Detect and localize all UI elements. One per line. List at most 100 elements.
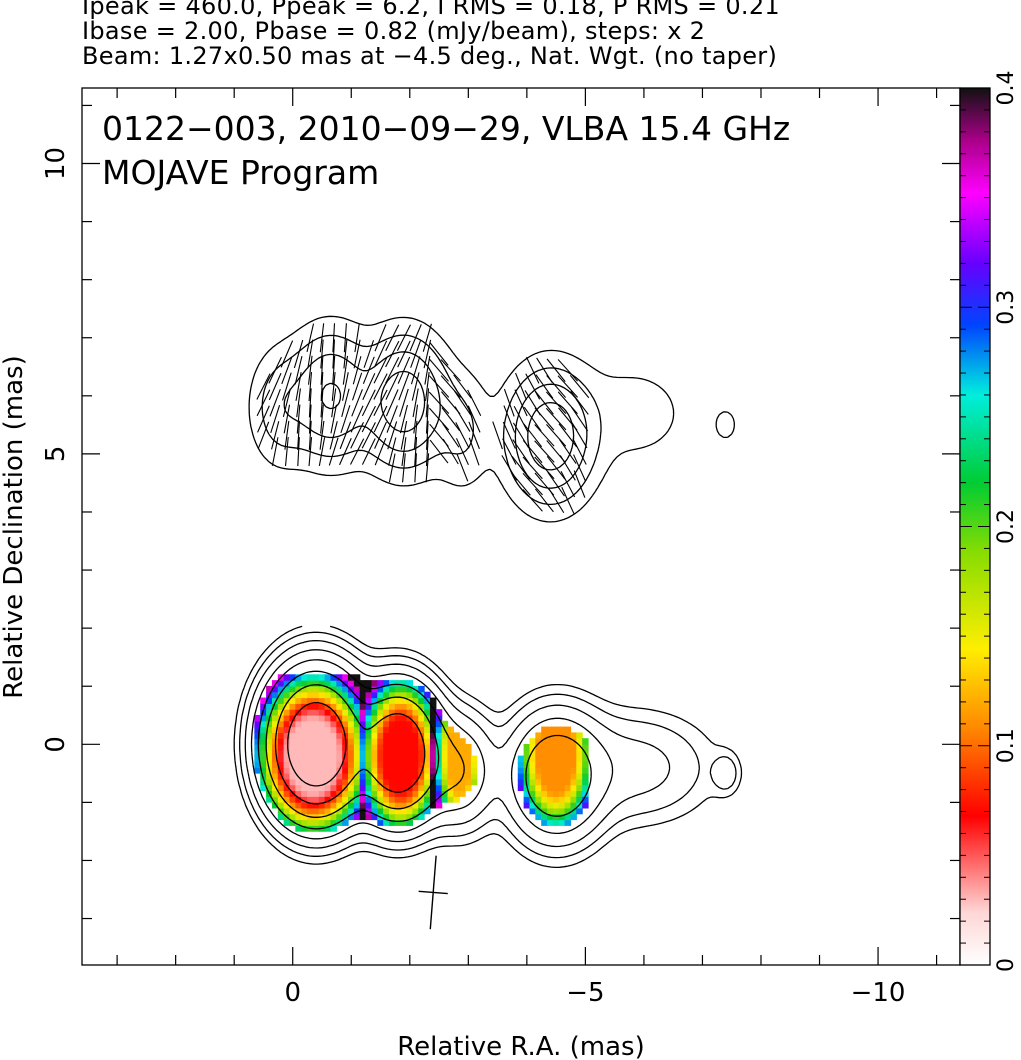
- pol-pixel: [535, 755, 542, 763]
- evpa-tick: [332, 355, 336, 385]
- pol-pixel: [529, 784, 536, 792]
- pol-pixel: [301, 726, 308, 733]
- colorbar-ticks: 0 0.1 0.2 0.3 0.4: [960, 71, 1019, 972]
- pol-pixel: [558, 819, 566, 826]
- pol-pixel: [324, 714, 332, 722]
- pol-pixel: [353, 691, 361, 699]
- pol-pixel: [336, 743, 343, 751]
- pol-pixel: [400, 773, 408, 780]
- pol-pixel: [459, 767, 466, 774]
- pol-pixel: [318, 726, 326, 733]
- pol-pixel: [453, 732, 460, 739]
- pol-pixel: [400, 703, 408, 710]
- pol-pixel: [312, 790, 320, 797]
- pol-pixel: [535, 790, 542, 797]
- pol-intensity-contour: [283, 351, 588, 489]
- evpa-tick: [456, 454, 469, 482]
- pol-pixel: [570, 778, 577, 786]
- pol-pixel: [383, 703, 390, 710]
- pol-pixel: [342, 709, 349, 716]
- pol-pixel: [371, 807, 378, 815]
- pol-pixel: [564, 802, 572, 809]
- pol-pixel: [289, 674, 296, 681]
- pol-pixel: [271, 685, 279, 693]
- header-line-2: Ibase = 2.00, Pbase = 0.82 (mJy/beam), s…: [82, 17, 706, 45]
- pol-pixel: [517, 778, 525, 786]
- pol-pixel: [312, 720, 320, 728]
- pol-pixel: [400, 685, 408, 693]
- pol-pixel: [547, 743, 554, 751]
- evpa-tick: [270, 405, 281, 434]
- evpa-tick: [413, 404, 419, 434]
- pol-pixel: [271, 790, 279, 797]
- pol-pixel: [359, 773, 367, 780]
- pol-pixel: [271, 726, 279, 733]
- pol-pixel: [435, 790, 443, 797]
- pol-pixel: [324, 743, 332, 751]
- evpa-tick: [350, 405, 364, 433]
- evpa-tick: [307, 355, 313, 385]
- pol-pixel: [277, 697, 285, 704]
- pol-pixel: [295, 807, 302, 815]
- evpa-tick: [559, 439, 577, 464]
- pol-pixel: [365, 784, 373, 792]
- pol-pixel: [371, 761, 378, 768]
- pol-pixel: [582, 755, 589, 763]
- pol-pixel: [254, 738, 261, 745]
- pol-pixel: [353, 749, 361, 757]
- pol-pixel: [535, 773, 542, 780]
- pol-pixel: [371, 813, 378, 821]
- pol-pixel: [371, 714, 378, 722]
- pol-pixel: [418, 738, 425, 745]
- pol-pixel: [301, 674, 308, 681]
- pol-pixel: [394, 720, 402, 728]
- pol-pixel: [330, 755, 337, 763]
- pol-pixel: [266, 697, 273, 704]
- pol-pixel: [254, 720, 261, 728]
- pol-pixel: [429, 697, 437, 704]
- pol-pixel: [312, 714, 320, 722]
- pol-pixel: [582, 802, 589, 809]
- pol-pixel: [564, 749, 572, 757]
- pol-pixel: [412, 802, 419, 809]
- evpa-tick: [522, 472, 543, 496]
- pol-pixel: [307, 749, 314, 757]
- pol-pixel: [371, 743, 378, 751]
- pol-pixel: [336, 761, 343, 768]
- pol-pixel: [552, 767, 560, 774]
- pol-pixel: [254, 749, 261, 757]
- pol-pixel: [453, 767, 460, 774]
- pol-pixel: [435, 761, 443, 768]
- evpa-tick: [280, 340, 294, 368]
- pol-pixel: [271, 680, 279, 687]
- pol-pixel: [389, 819, 396, 826]
- pol-pixel: [348, 726, 355, 733]
- pol-pixel: [342, 761, 349, 768]
- evpa-tick: [271, 421, 280, 450]
- evpa-tick: [428, 391, 450, 414]
- pol-pixel: [330, 743, 337, 751]
- pol-pixel: [353, 813, 361, 821]
- pol-pixel: [342, 674, 349, 681]
- pol-pixel: [406, 703, 414, 710]
- evpa-tick: [523, 406, 542, 432]
- pol-pixel: [330, 709, 337, 716]
- pol-pixel: [547, 755, 554, 763]
- pol-pixel: [254, 743, 261, 751]
- pol-pixel: [552, 726, 560, 733]
- pol-pixel: [470, 767, 478, 774]
- pol-pixel: [424, 796, 431, 803]
- pol-pixel: [558, 790, 566, 797]
- pol-pixel: [318, 767, 326, 774]
- pol-pixel: [348, 807, 355, 815]
- evpa-tick: [385, 340, 400, 368]
- pol-pixel: [348, 674, 355, 681]
- evpa-tick: [513, 405, 529, 433]
- pol-pixel: [424, 743, 431, 751]
- pol-pixel: [441, 749, 449, 757]
- pol-pixel: [318, 796, 326, 803]
- pol-pixel: [277, 709, 285, 716]
- pol-pixel: [371, 720, 378, 728]
- evpa-tick: [429, 439, 449, 464]
- evpa-tick: [351, 372, 363, 401]
